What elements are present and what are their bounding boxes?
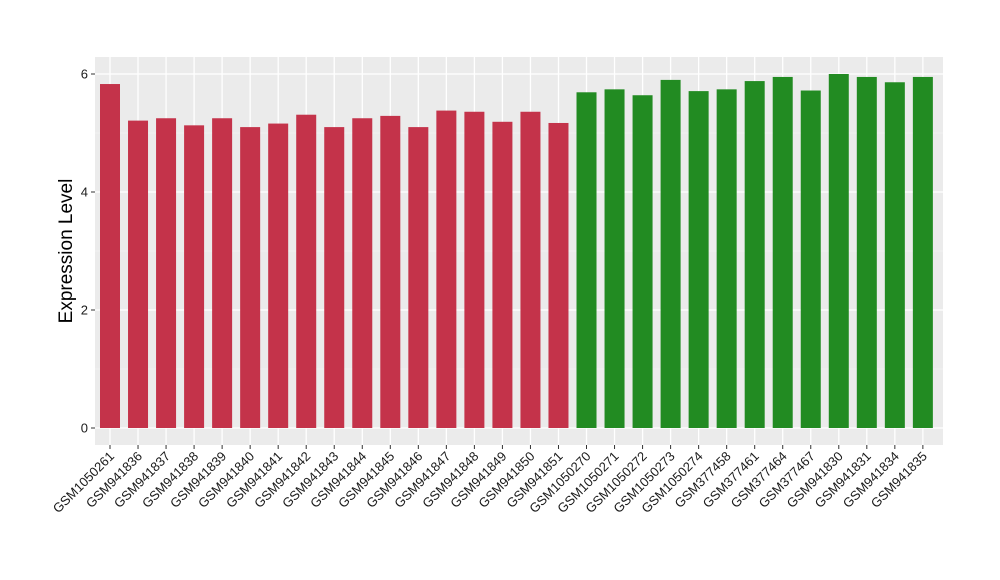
- bar-gsm941850: [520, 111, 541, 428]
- y-axis: 0 2 4 6: [81, 67, 95, 436]
- bar-gsm941836: [128, 120, 149, 429]
- bar-gsm377464: [772, 76, 793, 428]
- bar-gsm941848: [464, 111, 485, 428]
- bar-gsm941846: [408, 127, 429, 428]
- bar-gsm377461: [744, 81, 765, 428]
- bar-gsm941838: [184, 125, 205, 428]
- bar-gsm1050271: [604, 89, 625, 428]
- bar-gsm941837: [156, 118, 177, 428]
- y-axis-title: Expression Level: [56, 179, 77, 324]
- bar-gsm377458: [716, 89, 737, 428]
- bar-gsm941849: [492, 121, 513, 428]
- bar-gsm1050274: [688, 91, 709, 429]
- bar-gsm941841: [268, 123, 289, 428]
- bars: [100, 74, 933, 429]
- bar-gsm941843: [324, 127, 345, 428]
- y-tick-label: 2: [81, 303, 88, 318]
- bar-gsm941851: [548, 122, 569, 428]
- bar-gsm1050273: [660, 79, 681, 429]
- bar-gsm1050270: [576, 92, 597, 428]
- bar-gsm941834: [884, 82, 905, 428]
- bar-gsm941835: [912, 76, 933, 428]
- bar-gsm941845: [380, 115, 401, 428]
- bar-gsm1050261: [100, 84, 120, 428]
- bar-gsm941831: [856, 76, 877, 428]
- bar-gsm941830: [828, 74, 849, 428]
- y-tick-label: 6: [81, 67, 88, 82]
- bar-gsm941840: [240, 127, 261, 428]
- y-tick-label: 4: [81, 185, 88, 200]
- x-axis: GSM1050261GSM941836GSM941837GSM941838GSM…: [50, 445, 930, 516]
- bar-gsm377467: [800, 90, 821, 429]
- y-tick-label: 0: [81, 421, 88, 436]
- bar-gsm1050272: [632, 95, 653, 429]
- bar-gsm941842: [296, 114, 317, 429]
- bar-gsm941847: [436, 110, 457, 428]
- bar-gsm941844: [352, 118, 373, 428]
- bar-gsm941839: [212, 118, 233, 428]
